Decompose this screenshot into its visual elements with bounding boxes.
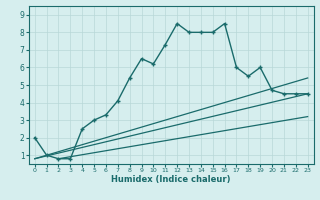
X-axis label: Humidex (Indice chaleur): Humidex (Indice chaleur): [111, 175, 231, 184]
